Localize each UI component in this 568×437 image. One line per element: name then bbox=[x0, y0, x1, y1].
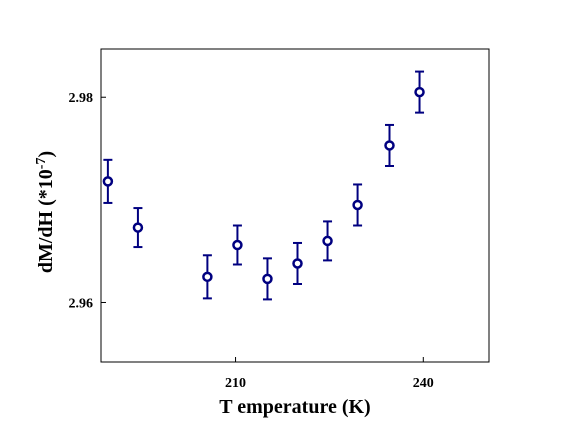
data-point bbox=[352, 199, 363, 211]
error-bars bbox=[103, 70, 425, 301]
data-point bbox=[262, 273, 273, 285]
data-points bbox=[102, 86, 425, 285]
x-axis-ticks: 210 240 bbox=[225, 357, 434, 391]
data-point bbox=[292, 258, 303, 269]
y-axis-title-main: dM/dH (*10 bbox=[35, 169, 57, 273]
y-tick-label: 2.98 bbox=[69, 91, 94, 106]
y-axis-ticks: 2.96 2.98 bbox=[69, 91, 106, 311]
y-axis-title: dM/dH (*10-7) bbox=[34, 151, 58, 273]
plot-frame bbox=[100, 48, 490, 363]
data-point bbox=[414, 86, 425, 98]
data-point bbox=[202, 271, 213, 283]
y-tick-label: 2.96 bbox=[69, 296, 94, 311]
y-axis-title-close: ) bbox=[35, 151, 57, 158]
x-tick-label: 240 bbox=[413, 376, 434, 391]
x-axis-title: T emperature (K) bbox=[219, 396, 370, 418]
x-tick-label: 210 bbox=[225, 376, 246, 391]
data-point bbox=[132, 222, 144, 233]
data-point bbox=[232, 239, 243, 251]
data-point bbox=[322, 235, 333, 247]
y-axis-title-exponent: -7 bbox=[34, 158, 49, 170]
data-point bbox=[102, 176, 114, 187]
data-point bbox=[384, 140, 395, 151]
